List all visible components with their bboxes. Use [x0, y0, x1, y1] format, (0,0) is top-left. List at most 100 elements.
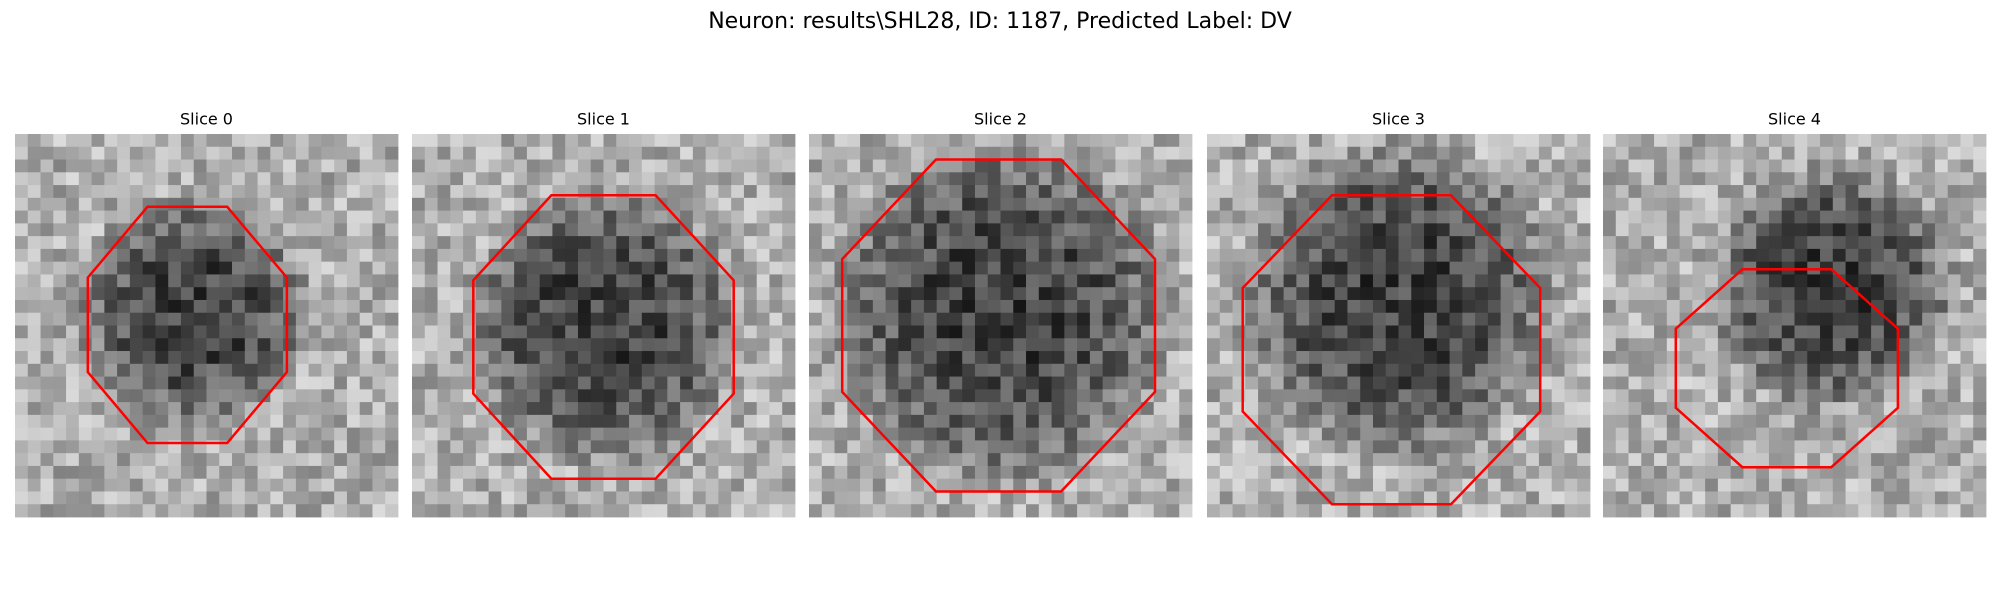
pixel	[1820, 287, 1834, 301]
pixel	[782, 210, 796, 224]
pixel	[1026, 440, 1040, 454]
pixel	[1666, 376, 1680, 390]
pixel	[1077, 325, 1091, 339]
pixel	[872, 465, 886, 480]
pixel	[847, 210, 861, 224]
pixel	[1436, 478, 1450, 492]
pixel	[860, 299, 874, 314]
pixel	[821, 325, 835, 339]
pixel	[1398, 299, 1412, 314]
pixel	[334, 478, 348, 492]
pixel	[1564, 299, 1578, 314]
pixel	[1462, 223, 1476, 237]
pixel	[1128, 338, 1142, 352]
pixel	[911, 159, 925, 173]
pixel	[1947, 414, 1961, 429]
pixel	[847, 440, 861, 454]
pixel	[308, 159, 322, 173]
pixel	[1768, 159, 1783, 173]
pixel	[385, 134, 399, 148]
pixel	[809, 210, 823, 224]
pixel	[295, 325, 310, 339]
pixel	[1179, 159, 1193, 173]
pixel	[1360, 159, 1374, 173]
pixel	[1909, 261, 1923, 275]
pixel	[1166, 338, 1180, 352]
pixel	[155, 363, 169, 377]
pixel	[412, 312, 426, 326]
pixel	[1615, 248, 1629, 263]
pixel	[654, 223, 668, 237]
pixel	[1411, 210, 1425, 224]
pixel	[1245, 236, 1259, 250]
pixel	[295, 134, 310, 148]
pixel	[1666, 351, 1680, 365]
pixel	[346, 172, 361, 186]
pixel	[987, 389, 1001, 403]
pixel	[936, 440, 950, 454]
pixel	[987, 465, 1001, 480]
pixel	[334, 159, 348, 173]
pixel	[1641, 236, 1655, 250]
pixel	[1564, 338, 1578, 352]
pixel	[1309, 363, 1323, 377]
pixel	[1947, 453, 1961, 467]
pixel	[1794, 453, 1808, 467]
pixel	[1871, 159, 1885, 173]
pixel	[616, 274, 630, 288]
pixel	[860, 325, 874, 339]
pixel	[1513, 197, 1527, 211]
pixel	[295, 402, 310, 416]
pixel	[1140, 478, 1155, 492]
pixel	[219, 414, 233, 429]
pixel	[129, 504, 144, 518]
pixel	[424, 223, 438, 237]
pixel	[1820, 146, 1834, 160]
pixel	[782, 197, 796, 211]
pixel	[987, 414, 1001, 429]
pixel	[1564, 478, 1578, 492]
pixel	[756, 478, 770, 492]
pixel	[1424, 312, 1438, 326]
pixel	[424, 338, 438, 352]
pixel	[1140, 453, 1155, 467]
pixel	[974, 338, 989, 352]
pixel	[385, 210, 399, 224]
pixel	[78, 351, 92, 365]
pixel	[15, 389, 29, 403]
pixel	[1858, 185, 1872, 199]
pixel	[1449, 338, 1463, 352]
pixel	[1207, 453, 1221, 467]
pixel	[1207, 478, 1221, 492]
pixel	[283, 248, 297, 263]
pixel	[577, 274, 592, 288]
pixel	[1730, 236, 1744, 250]
pixel	[756, 376, 770, 390]
pixel	[1424, 299, 1438, 314]
pixel	[782, 274, 796, 288]
pixel	[1258, 274, 1272, 288]
pixel	[1424, 172, 1438, 186]
pixel	[1102, 261, 1116, 275]
pixel	[1654, 414, 1668, 429]
pixel	[962, 453, 976, 467]
pixel	[872, 351, 886, 365]
pixel	[1424, 287, 1438, 301]
pixel	[1334, 465, 1348, 480]
pixel	[1436, 248, 1450, 263]
pixel	[78, 248, 92, 263]
pixel	[232, 363, 246, 377]
pixel	[27, 299, 41, 314]
pixel	[718, 134, 732, 148]
pixel	[821, 287, 835, 301]
pixel	[1641, 261, 1655, 275]
pixel	[1538, 478, 1553, 492]
pixel	[641, 376, 655, 390]
pixel	[590, 261, 604, 275]
pixel	[1360, 223, 1374, 237]
pixel	[1947, 427, 1961, 441]
pixel	[1270, 197, 1284, 211]
pixel	[987, 134, 1001, 148]
pixel	[412, 274, 426, 288]
pixel	[1411, 236, 1425, 250]
